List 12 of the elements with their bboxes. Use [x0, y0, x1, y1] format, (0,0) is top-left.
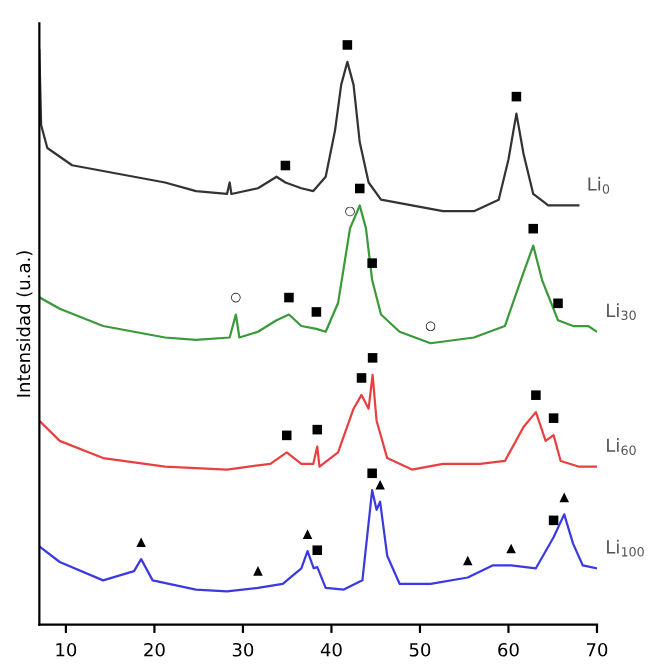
- series-label: Li$_{30}$: [607, 303, 636, 321]
- x-tick-label: 20: [144, 642, 165, 657]
- x-tick-label: 60: [498, 642, 519, 657]
- series-label: Li$_{100}$: [607, 539, 644, 557]
- x-tick-label: 10: [56, 642, 77, 657]
- x-tick-label: 70: [586, 642, 608, 657]
- y-axis-title: Intensidad (u.a.): [16, 251, 33, 397]
- x-tick-label: 40: [320, 642, 342, 657]
- x-tick-label: 50: [409, 642, 431, 657]
- series-label: Li$_{0}$: [588, 176, 610, 194]
- x-tick-label: 30: [232, 642, 254, 657]
- series-label: Li$_{60}$: [607, 438, 636, 455]
